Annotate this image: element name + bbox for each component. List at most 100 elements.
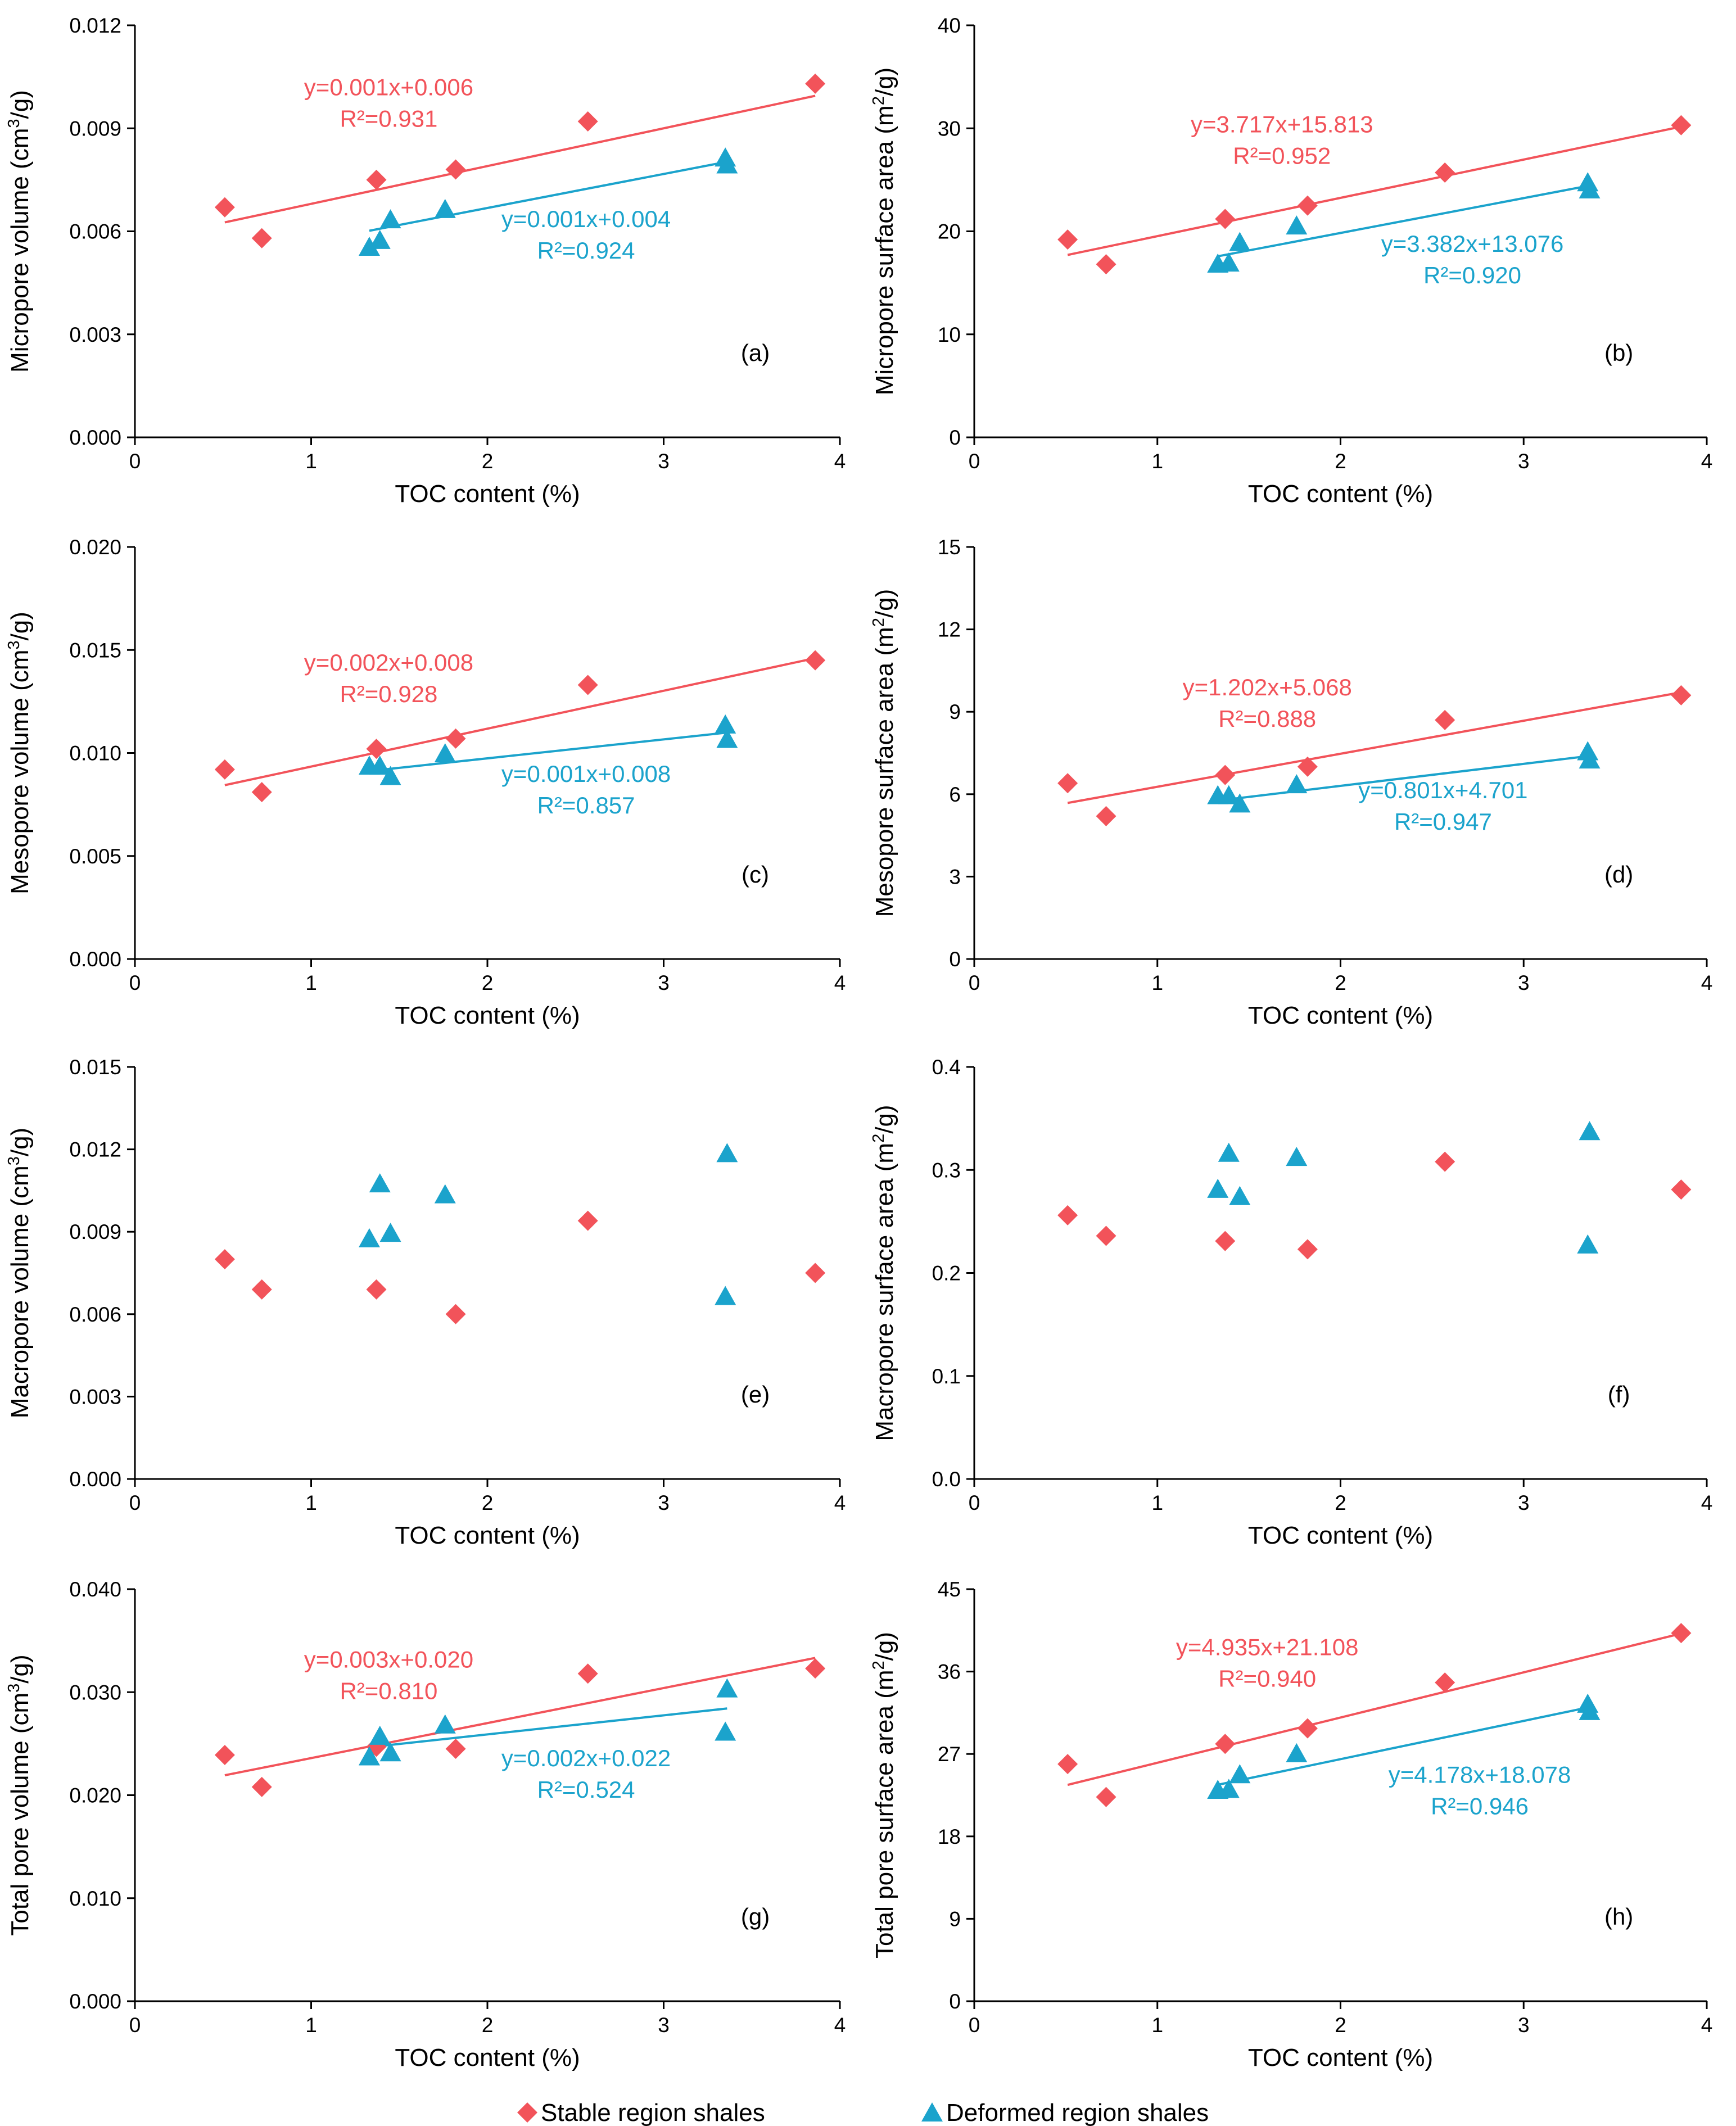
deformed-trend-line (1218, 754, 1590, 802)
deformed-point (1207, 1178, 1229, 1198)
legend-stable-marker (517, 2102, 537, 2123)
x-tick-label: 4 (834, 1491, 846, 1514)
deformed-r2-label: R²=0.920 (1423, 262, 1521, 288)
y-tick-label: 0.012 (69, 14, 121, 37)
deformed-point (1218, 1142, 1240, 1162)
x-tick-label: 4 (1701, 971, 1713, 994)
y-tick-label: 6 (949, 783, 961, 806)
stable-trend-line (224, 657, 816, 786)
x-axis-title: TOC content (%) (395, 1002, 580, 1029)
x-tick-label: 2 (482, 450, 494, 473)
x-tick-label: 0 (969, 971, 980, 994)
deformed-point (358, 1228, 380, 1247)
y-tick-label: 40 (938, 14, 961, 37)
deformed-point (1579, 749, 1601, 769)
stable-point (214, 1249, 235, 1270)
y-axis-title: Micropore surface area (m2/g) (870, 67, 898, 395)
y-axis-title: Macropore surface area (m2/g) (870, 1105, 898, 1441)
y-tick-label: 0.020 (69, 1784, 121, 1807)
y-tick-label: 9 (949, 700, 961, 723)
stable-point (1671, 685, 1692, 705)
y-tick-label: 0.015 (69, 1056, 121, 1079)
y-tick-label: 36 (938, 1661, 961, 1684)
y-axis-title-text: Macropore surface area (m (871, 1143, 898, 1441)
stable-point (1435, 709, 1455, 730)
y-tick-label: 0.009 (69, 117, 121, 140)
deformed-equation-label: y=0.801x+4.701 (1358, 777, 1527, 803)
x-tick-label: 4 (834, 971, 846, 994)
stable-point (577, 1210, 598, 1231)
deformed-point (369, 229, 391, 249)
y-axis-title: Total pore volume (cm3/g) (5, 1654, 34, 1935)
x-tick-label: 4 (1701, 2014, 1713, 2037)
y-tick-label: 0.000 (69, 948, 121, 971)
y-tick-label: 0.2 (932, 1262, 961, 1285)
stable-point (805, 1263, 826, 1283)
stable-point (214, 197, 235, 218)
deformed-equation-label: y=0.002x+0.022 (501, 1745, 671, 1771)
stable-point (445, 159, 466, 180)
stable-point (214, 1745, 235, 1766)
y-axis-title-text: Mesopore surface area (m (871, 627, 898, 917)
x-tick-label: 3 (658, 1491, 670, 1514)
deformed-point (1579, 1121, 1601, 1141)
deformed-point (1218, 1779, 1240, 1798)
y-tick-label: 0.000 (69, 1990, 121, 2013)
stable-point (1297, 1718, 1318, 1739)
y-tick-label: 0.040 (69, 1578, 121, 1601)
stable-equation-label: y=0.003x+0.020 (304, 1646, 473, 1672)
stable-point (1215, 1734, 1236, 1754)
stable-point (1297, 756, 1318, 777)
panel-label: (e) (741, 1381, 770, 1408)
stable-point (1057, 1205, 1078, 1225)
y-axis-title-superscript: 3 (5, 1156, 23, 1165)
stable-point (805, 73, 826, 94)
deformed-r2-label: R²=0.946 (1431, 1793, 1529, 1820)
x-tick-label: 0 (129, 450, 141, 473)
y-tick-label: 0.003 (69, 1385, 121, 1408)
stable-trend-line (1067, 1632, 1681, 1786)
y-axis-title-unit: /g) (6, 1654, 34, 1683)
x-tick-label: 3 (1518, 450, 1530, 473)
stable-point (1215, 209, 1236, 229)
x-tick-label: 2 (1335, 1491, 1346, 1514)
deformed-point (1577, 1234, 1599, 1254)
deformed-point (379, 1742, 401, 1762)
stable-equation-label: y=1.202x+5.068 (1183, 674, 1352, 700)
stable-r2-label: R²=0.931 (340, 106, 437, 132)
x-tick-label: 2 (1335, 971, 1346, 994)
stable-point (1096, 1786, 1116, 1807)
stable-point (214, 759, 235, 780)
y-tick-label: 0.4 (932, 1056, 961, 1079)
deformed-point (715, 1721, 736, 1741)
y-tick-label: 0 (949, 426, 961, 449)
stable-point (251, 782, 272, 803)
y-tick-label: 0.030 (69, 1681, 121, 1704)
x-tick-label: 3 (1518, 2014, 1530, 2037)
stable-point (366, 739, 387, 759)
deformed-point (1577, 741, 1599, 761)
y-axis-title-text: Macropore volume (cm (6, 1165, 34, 1418)
panel-label: (g) (741, 1903, 770, 1930)
x-tick-label: 4 (834, 450, 846, 473)
y-axis-title: Mesopore volume (cm3/g) (5, 612, 34, 894)
x-axis-title: TOC content (%) (1248, 2044, 1433, 2071)
stable-point (1671, 115, 1692, 135)
y-tick-label: 12 (938, 618, 961, 641)
x-tick-label: 1 (1151, 1491, 1163, 1514)
y-tick-label: 30 (938, 117, 961, 140)
y-axis-title-text: Total pore surface area (m (871, 1670, 898, 1958)
stable-point (1297, 195, 1318, 216)
deformed-point (434, 743, 456, 763)
y-tick-label: 0.010 (69, 1887, 121, 1910)
y-tick-label: 0.1 (932, 1365, 961, 1388)
stable-point (366, 169, 387, 190)
y-axis-title-unit: /g) (871, 67, 898, 96)
stable-point (577, 675, 598, 695)
y-tick-label: 0.015 (69, 639, 121, 662)
x-tick-label: 3 (658, 2014, 670, 2037)
stable-point (1096, 806, 1116, 826)
deformed-point (1286, 774, 1308, 794)
deformed-point (1229, 1764, 1251, 1784)
panel-label: (c) (742, 861, 769, 888)
